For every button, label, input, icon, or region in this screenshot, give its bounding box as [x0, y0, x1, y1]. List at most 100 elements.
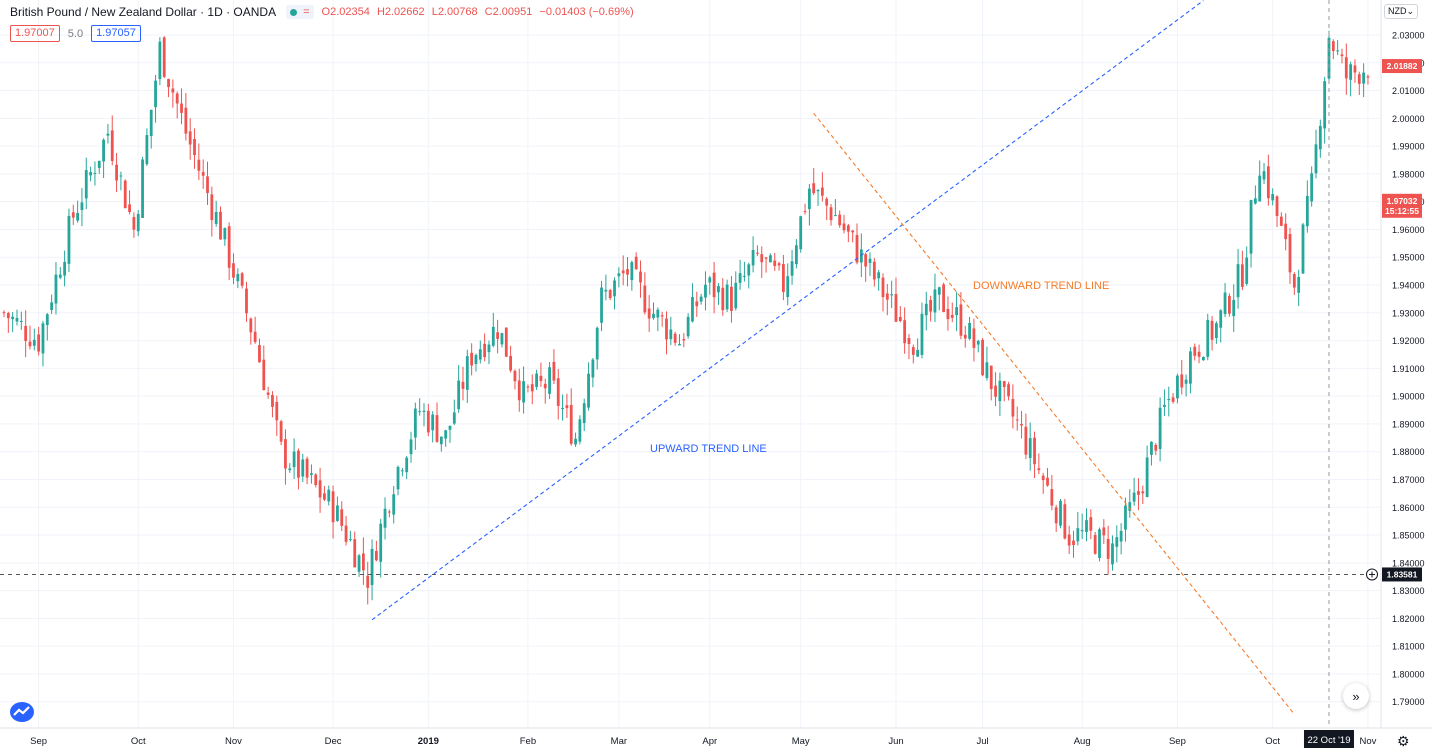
- candle: [669, 316, 673, 346]
- indicator-dot-icon[interactable]: [290, 8, 298, 16]
- candle: [1007, 381, 1010, 401]
- candle: [1227, 293, 1231, 317]
- price-axis[interactable]: 2.030002.020002.010002.000001.990001.980…: [1380, 0, 1425, 728]
- candle: [474, 353, 478, 372]
- time-axis[interactable]: Sep Oct Nov Dec 2019 Feb Mar Apr May Jun Jul Aug Sep…: [0, 727, 1432, 747]
- x-tick-label: Sep: [1169, 736, 1186, 747]
- candle: [197, 143, 201, 180]
- add-alert-icon[interactable]: [1366, 568, 1378, 581]
- candle: [522, 366, 525, 414]
- candle: [236, 268, 240, 289]
- candle: [712, 262, 716, 314]
- candle: [171, 79, 175, 108]
- candle: [1202, 356, 1205, 361]
- candle: [717, 282, 720, 305]
- sell-button[interactable]: 1.97007: [10, 25, 60, 42]
- y-tick-label: 1.88000: [1392, 447, 1425, 457]
- candle: [1271, 188, 1275, 206]
- candle: [284, 429, 287, 485]
- candle: [1180, 359, 1184, 395]
- currency-selector[interactable]: NZD⌄: [1383, 4, 1418, 19]
- candle: [1015, 406, 1019, 431]
- candle: [1184, 374, 1188, 397]
- candle: [180, 88, 183, 125]
- candle: [1349, 61, 1353, 97]
- candle: [305, 456, 309, 485]
- x-tick-label: May: [792, 736, 810, 747]
- candle: [431, 411, 435, 443]
- candle: [1284, 213, 1288, 251]
- candle: [937, 286, 941, 311]
- candle: [942, 282, 946, 313]
- y-tick-label: 1.93000: [1392, 308, 1425, 318]
- upward-trend-label[interactable]: UPWARD TREND LINE: [650, 443, 767, 455]
- candle: [1132, 477, 1136, 506]
- candle: [1059, 498, 1062, 529]
- candle: [1046, 467, 1049, 487]
- candle: [1111, 535, 1114, 571]
- candle: [54, 261, 58, 315]
- candle: [158, 37, 162, 86]
- candle: [1119, 523, 1123, 555]
- candle: [820, 172, 824, 202]
- candle: [349, 530, 352, 542]
- symbol-title[interactable]: British Pound / New Zealand Dollar · 1D …: [10, 5, 277, 19]
- candle: [1292, 272, 1296, 295]
- y-tick-label: 1.92000: [1392, 336, 1425, 346]
- downward-trend-label[interactable]: DOWNWARD TREND LINE: [973, 280, 1109, 292]
- candle: [71, 204, 75, 225]
- candle: [825, 197, 829, 221]
- candle: [344, 516, 348, 546]
- candle: [1076, 512, 1080, 546]
- candle: [1253, 185, 1257, 205]
- candle: [67, 208, 71, 273]
- candle: [1080, 513, 1084, 540]
- candle: [916, 338, 920, 358]
- candle: [963, 325, 967, 348]
- candle: [24, 310, 28, 358]
- chart-header: British Pound / New Zealand Dollar · 1D …: [10, 5, 638, 19]
- indicator-toggles[interactable]: =: [286, 5, 314, 19]
- candle: [1085, 508, 1088, 542]
- upward-trend-line[interactable]: [371, 0, 1204, 621]
- candle: [924, 291, 928, 331]
- tradingview-logo-icon[interactable]: [8, 700, 36, 724]
- candle: [97, 160, 101, 174]
- candle: [829, 203, 833, 226]
- candle: [331, 485, 335, 539]
- gear-icon[interactable]: ⚙: [1397, 733, 1410, 749]
- crosshair-price-label: 1.83581: [1382, 567, 1422, 582]
- equals-icon[interactable]: =: [303, 6, 310, 18]
- buy-button[interactable]: 1.97057: [91, 25, 141, 42]
- scroll-to-realtime-button[interactable]: »: [1343, 683, 1369, 709]
- candle: [214, 200, 218, 227]
- candle: [76, 200, 80, 223]
- candle: [608, 288, 612, 301]
- candle: [336, 496, 339, 522]
- candle: [539, 362, 543, 387]
- candle: [1223, 283, 1227, 318]
- candle: [6, 311, 10, 333]
- candle: [1141, 485, 1145, 504]
- candle: [1206, 313, 1210, 361]
- candle: [855, 223, 859, 265]
- candle: [132, 212, 136, 238]
- candle: [1262, 162, 1266, 185]
- candle: [842, 214, 846, 234]
- candle: [102, 138, 105, 179]
- candle: [11, 312, 15, 333]
- low-value: L2.00768: [431, 6, 478, 18]
- candle: [764, 256, 768, 273]
- candle: [435, 402, 439, 443]
- candle: [678, 334, 681, 346]
- candle: [782, 254, 785, 301]
- crosshair: [0, 0, 1378, 728]
- candle: [400, 467, 404, 477]
- candle: [383, 497, 387, 540]
- downward-trend-line[interactable]: [813, 112, 1295, 715]
- candle: [656, 307, 660, 332]
- candle: [526, 384, 530, 393]
- y-tick-label: 1.87000: [1392, 475, 1425, 485]
- trend-lines[interactable]: UPWARD TREND LINE DOWNWARD TREND LINE: [371, 0, 1295, 715]
